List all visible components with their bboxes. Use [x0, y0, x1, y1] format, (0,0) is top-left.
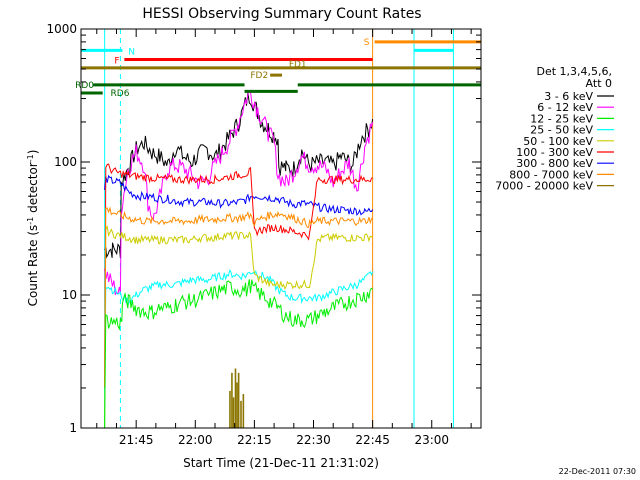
- y-label-part: ): [26, 150, 40, 155]
- series-line-6-12-kev: [104, 89, 374, 296]
- y-tick-label-0: 1: [69, 421, 77, 435]
- y-label-part: detector: [26, 162, 40, 217]
- legend-label-2: 12 - 25 keV: [530, 112, 593, 125]
- axes: 1 10 100 1000 21:45 22:00 22:15 22:30 22:45 23:00: [46, 22, 482, 447]
- series-line-8-20-kev-green: [104, 279, 373, 428]
- series-line-12-25-kev: [104, 174, 374, 217]
- y-tick-label-2: 100: [54, 155, 77, 169]
- legend-label-3: 25 - 50 keV: [530, 124, 593, 137]
- legend-label-5: 100 - 300 keV: [516, 146, 593, 159]
- x-axis-label: Start Time (21-Dec-11 21:31:02): [183, 456, 379, 470]
- y-axis-label: Count Rate (s-1 detector-1): [26, 150, 41, 307]
- legend-label-8: 7000 - 20000 keV: [495, 180, 593, 193]
- series-line-100-300-kev: [104, 163, 373, 388]
- flag-label-s: S: [364, 38, 370, 48]
- footer-date: 22-Dec-2011 07:30: [559, 467, 636, 476]
- x-tick-label-0: 21:45: [119, 433, 154, 447]
- legend-label-1: 6 - 12 keV: [537, 101, 593, 114]
- observing-flags: N S F FD1 FD2 RD0 RD6: [75, 38, 481, 99]
- y-label-part: Count Rate (s: [26, 225, 40, 307]
- y-tick-label-1: 10: [62, 288, 77, 302]
- flag-label-f: F: [114, 56, 119, 66]
- flag-label-n: N: [128, 47, 135, 57]
- series-line-50-100-kev: [104, 224, 374, 428]
- x-tick-label-3: 22:30: [296, 433, 331, 447]
- plot-frame: [80, 28, 482, 429]
- x-tick-label-5: 23:00: [414, 433, 449, 447]
- y-tick-label-3: 1000: [46, 22, 77, 36]
- flag-label-fd2: FD2: [250, 71, 268, 81]
- x-tick-label-4: 22:45: [355, 433, 390, 447]
- y-label-part: -1: [26, 154, 35, 162]
- chart-title: HESSI Observing Summary Count Rates: [142, 6, 421, 22]
- flag-label-rd0: RD0: [75, 81, 94, 91]
- legend-label-4: 50 - 100 keV: [523, 135, 593, 148]
- x-tick-label-1: 22:00: [178, 433, 213, 447]
- series-line-25-50-kev: [104, 269, 374, 392]
- series-line-3-6-kev: [104, 92, 374, 259]
- series-line-800-7000-kev: [104, 206, 373, 387]
- plot-area: [104, 29, 454, 428]
- flag-label-rd6: RD6: [111, 89, 130, 99]
- x-tick-label-2: 22:15: [237, 433, 272, 447]
- legend-header-0: Det 1,3,4,5,6,: [536, 65, 612, 78]
- legend-label-6: 300 - 800 keV: [516, 157, 593, 170]
- legend-label-0: 3 - 6 keV: [544, 90, 593, 103]
- legend-header-1: Att 0: [586, 77, 612, 90]
- flag-label-fd1: FD1: [289, 60, 307, 70]
- legend-label-7: 800 - 7000 keV: [509, 168, 593, 181]
- y-label-part: -1: [26, 217, 35, 225]
